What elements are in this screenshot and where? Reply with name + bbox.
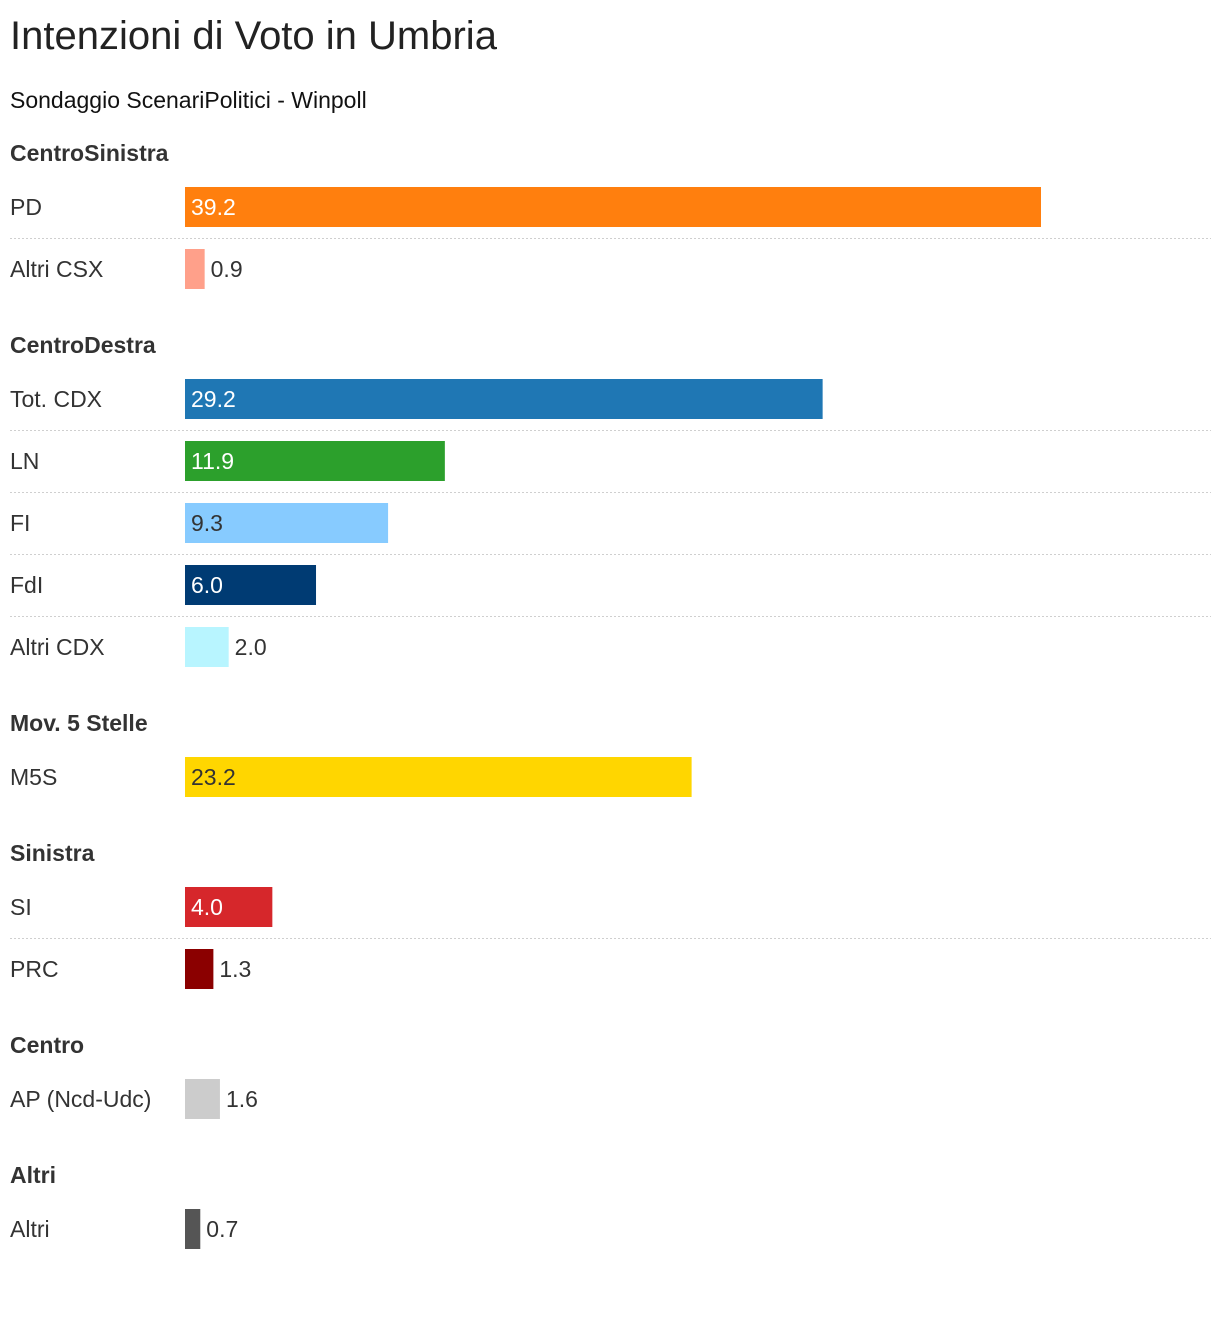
row-label: LN xyxy=(10,448,39,474)
row-label: FI xyxy=(10,510,30,536)
value-label: 6.0 xyxy=(191,572,223,598)
value-label: 2.0 xyxy=(235,634,267,660)
value-label: 23.2 xyxy=(191,764,236,790)
row-label: PRC xyxy=(10,956,59,982)
value-label: 29.2 xyxy=(191,386,236,412)
group-label: Sinistra xyxy=(10,840,95,866)
group-label: CentroSinistra xyxy=(10,140,169,166)
bar xyxy=(185,1209,201,1249)
row-label: FdI xyxy=(10,572,43,598)
row-label: SI xyxy=(10,894,32,920)
bar xyxy=(185,887,273,927)
row-label: PD xyxy=(10,194,42,220)
chart-subtitle: Sondaggio ScenariPolitici - Winpoll xyxy=(10,87,367,113)
bar xyxy=(185,757,692,797)
row-label: Tot. CDX xyxy=(10,386,102,412)
row-label: Altri CSX xyxy=(10,256,103,282)
group-label: Mov. 5 Stelle xyxy=(10,710,148,736)
row-label: M5S xyxy=(10,764,57,790)
bar xyxy=(185,441,445,481)
row-label: Altri CDX xyxy=(10,634,105,660)
row-label: AP (Ncd-Udc) xyxy=(10,1086,151,1112)
value-label: 0.9 xyxy=(211,256,243,282)
bar xyxy=(185,627,229,667)
group-label: CentroDestra xyxy=(10,332,156,358)
bar xyxy=(185,187,1041,227)
value-label: 0.7 xyxy=(206,1216,238,1242)
bar xyxy=(185,503,389,543)
row-label: Altri xyxy=(10,1216,50,1242)
value-label: 39.2 xyxy=(191,194,236,220)
bar xyxy=(185,1079,220,1119)
value-label: 9.3 xyxy=(191,510,223,536)
value-label: 4.0 xyxy=(191,894,223,920)
bar xyxy=(185,379,823,419)
bar xyxy=(185,949,214,989)
value-label: 11.9 xyxy=(191,448,234,474)
value-label: 1.3 xyxy=(219,956,251,982)
bar xyxy=(185,565,317,605)
value-label: 1.6 xyxy=(226,1086,258,1112)
bar xyxy=(185,249,205,289)
group-label: Centro xyxy=(10,1032,84,1058)
group-label: Altri xyxy=(10,1162,56,1188)
chart-title: Intenzioni di Voto in Umbria xyxy=(10,14,497,58)
